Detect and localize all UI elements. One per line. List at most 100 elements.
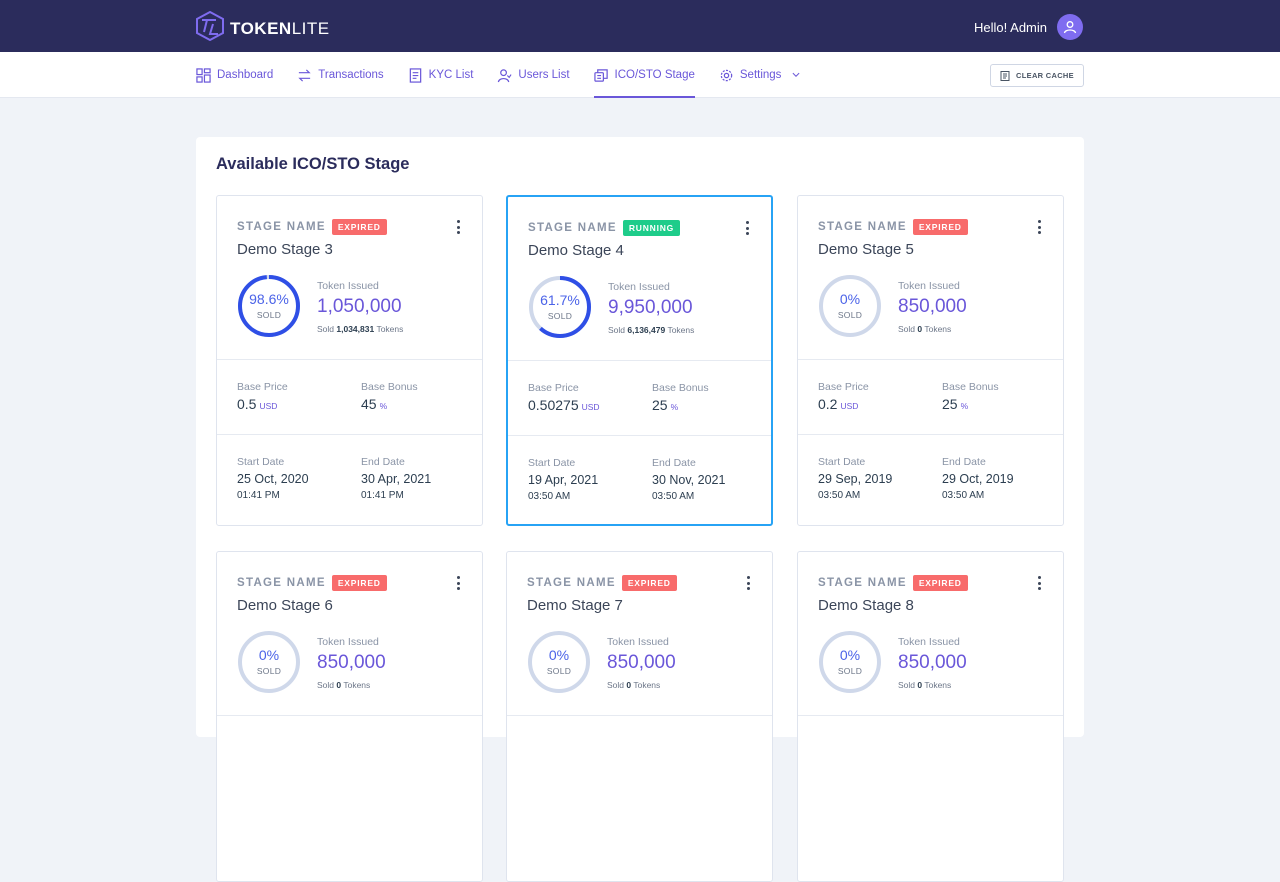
sold-progress-arc [529,276,591,338]
tokens-sold: Sold 0 Tokens [607,680,661,690]
token-issued-label: Token Issued [317,280,379,292]
nav-users-list[interactable]: Users List [497,52,570,98]
token-issued: Token Issued 850,000 Sold 0 Tokens [607,636,676,690]
nav-kyc-list[interactable]: KYC List [408,52,473,98]
divider [508,360,771,361]
base-price: Base Price 0.2 USD [818,381,869,412]
nav-settings[interactable]: Settings [719,52,802,98]
divider [217,359,482,360]
sold-percent: 0% [548,647,570,663]
stage-name: Demo Stage 8 [818,597,914,614]
greeting-text: Hello! Admin [974,19,1047,35]
end-date-value: 30 Apr, 2021 [361,472,432,486]
start-date-value: 29 Sep, 2019 [818,472,893,486]
transfer-icon [298,68,311,82]
stage-name-label: STAGE NAME [527,576,616,589]
base-bonus-value: 25 [942,396,958,412]
divider [217,434,482,435]
dashboard-icon [196,67,211,83]
more-options-icon[interactable] [745,221,749,235]
more-options-icon[interactable] [456,220,460,234]
divider [798,359,1063,360]
more-options-icon[interactable] [1037,220,1041,234]
clipboard-icon [1000,71,1010,81]
stage-card[interactable]: STAGE NAME EXPIRED Demo Stage 7 0% SOLD Token… [506,551,773,882]
stage-name-label: STAGE NAME [237,220,326,233]
sold-caption: SOLD [256,310,282,320]
chevron-down-icon [792,72,800,77]
sold-progress-ring: 98.6% SOLD [236,273,302,339]
token-issued-amount: 850,000 [607,652,676,673]
nav-label: Users List [518,69,570,81]
token-issued-amount: 850,000 [898,296,967,317]
token-issued-label: Token Issued [608,281,670,293]
status-badge: EXPIRED [912,218,968,235]
coins-icon [593,68,608,82]
users-icon [498,68,512,82]
divider [798,715,1063,716]
stage-header: STAGE NAME EXPIRED Demo Stage 5 [818,218,968,258]
stage-card[interactable]: STAGE NAME EXPIRED Demo Stage 5 0% SOLD Token… [797,195,1064,526]
divider [507,715,772,716]
more-options-icon[interactable] [456,576,460,590]
stage-name: Demo Stage 7 [527,597,623,614]
tokens-sold: Sold 6,136,479 Tokens [608,325,695,335]
stage-panel: Available ICO/STO Stage STAGE NAME EXPIRE… [196,137,1084,882]
brand-logo[interactable]: TOKENLITE [196,10,330,46]
stage-name: Demo Stage 3 [237,241,333,258]
start-time-value: 01:41 PM [237,490,280,501]
base-bonus-value: 25 [652,397,668,413]
divider [508,435,771,436]
nav-transactions[interactable]: Transactions [297,52,384,98]
clear-cache-label: CLEAR CACHE [1016,71,1074,80]
token-issued-label: Token Issued [898,280,960,292]
sold-progress-ring: 0% SOLD [236,629,302,695]
nav-label: Dashboard [217,69,274,81]
sold-percent: 98.6% [249,291,289,307]
base-bonus: Base Bonus 45% [361,381,418,412]
start-date: Start Date 19 Apr, 2021 03:50 AM [528,457,633,504]
end-time-value: 01:41 PM [361,490,404,501]
page-title: Available ICO/STO Stage [216,155,410,173]
sold-progress-ring: 0% SOLD [817,629,883,695]
user-avatar-icon[interactable] [1057,14,1083,40]
document-icon [409,67,421,83]
stage-card[interactable]: STAGE NAME RUNNING Demo Stage 4 61.7% SOLD To… [506,195,773,526]
divider [798,434,1063,435]
more-options-icon[interactable] [746,576,750,590]
nav-label: Settings [739,69,782,81]
tokens-sold: Sold 0 Tokens [898,680,952,690]
start-date-value: 25 Oct, 2020 [237,472,309,486]
status-badge: EXPIRED [912,574,968,591]
base-bonus-value: 45 [361,396,377,412]
sold-percent: 0% [839,291,861,307]
stage-name: Demo Stage 5 [818,241,914,258]
start-time-value: 03:50 AM [528,491,571,502]
sold-caption: SOLD [837,310,863,320]
stage-card[interactable]: STAGE NAME EXPIRED Demo Stage 6 0% SOLD Token… [216,551,483,882]
stage-card[interactable]: STAGE NAME EXPIRED Demo Stage 8 0% SOLD Token… [797,551,1064,882]
stage-header: STAGE NAME EXPIRED Demo Stage 8 [818,574,968,614]
sold-percent: 61.7% [540,292,580,308]
stage-header: STAGE NAME EXPIRED Demo Stage 6 [237,574,387,614]
sold-caption: SOLD [256,666,282,676]
token-issued-amount: 850,000 [317,652,386,673]
base-bonus: Base Bonus 25% [942,381,999,412]
token-issued: Token Issued 850,000 Sold 0 Tokens [317,636,386,690]
gear-icon [720,69,733,81]
clear-cache-button[interactable]: CLEAR CACHE [990,64,1084,87]
nav-dashboard[interactable]: Dashboard [196,52,273,98]
user-greeting[interactable]: Hello! Admin [974,14,1083,40]
stage-header: STAGE NAME EXPIRED Demo Stage 3 [237,218,387,258]
more-options-icon[interactable] [1037,576,1041,590]
sold-progress-arc [238,275,300,337]
token-issued: Token Issued 850,000 Sold 0 Tokens [898,280,967,334]
nav-ico-sto-stage[interactable]: ICO/STO Stage [593,52,696,98]
sold-percent: 0% [839,647,861,663]
stage-card[interactable]: STAGE NAME EXPIRED Demo Stage 3 98.6% SOLD To… [216,195,483,526]
token-issued-amount: 1,050,000 [317,296,402,317]
end-date: End Date 29 Oct, 2019 03:50 AM [942,456,1052,503]
start-date: Start Date 25 Oct, 2020 01:41 PM [237,456,342,503]
stage-name-label: STAGE NAME [237,576,326,589]
status-badge: EXPIRED [331,574,387,591]
